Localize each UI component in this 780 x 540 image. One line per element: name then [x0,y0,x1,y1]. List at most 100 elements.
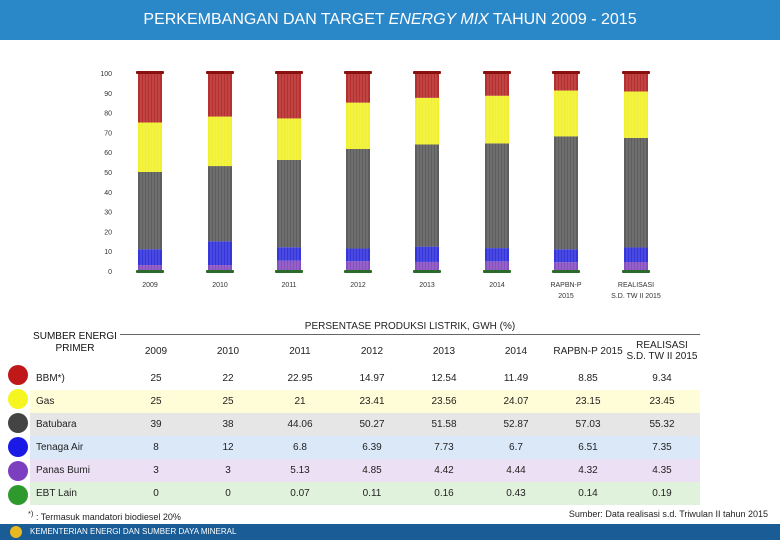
bar-cap-bottom [622,270,650,273]
table-cell: 0.07 [290,488,310,499]
table-cell: 0.43 [506,488,526,499]
table-cell: 9.34 [652,373,672,384]
table-row: Panas Bumi 3 3 5.13 4.85 4.42 4.44 4.32 4.35 [30,459,700,482]
footnote: *) : Termasuk mandatori biodiesel 20% [28,509,181,522]
x-tick-label: 2012 [350,282,366,289]
bar-segment [485,143,509,249]
bar-cap-top [275,71,303,74]
table-cell: 4.44 [506,465,526,476]
bar-segment [415,73,439,98]
y-tick-label: 10 [104,249,112,256]
bar-segment [415,144,439,247]
table-cell: 39 [150,419,162,430]
row-label: EBT Lain [36,488,77,499]
legend-dot [8,389,28,409]
row-label: Tenaga Air [36,442,84,453]
legend-dot [8,461,28,481]
x-tick-label: 2013 [419,282,435,289]
bar-segment [277,260,301,271]
table-row: Batubara 39 38 44.06 50.27 51.58 52.87 57.03 55.… [30,413,700,436]
year-header-row: 2009 2010 2011 2012 2013 2014 RAPBN-P 20… [30,335,700,368]
bar-segment [554,249,578,263]
bar-segment [138,122,162,172]
realisasi-line2: S.D. TW II 2015 [626,351,698,362]
table-cell: 0 [153,488,159,499]
bar-segment [485,73,509,96]
bar-segment [277,118,301,161]
bar-cap-bottom [552,270,580,273]
table-cell: 44.06 [287,419,313,430]
bar-segment [415,246,439,262]
x-tick-label: 2015 [558,293,574,300]
bar-segment [138,249,162,266]
table-row: EBT Lain 0 0 0.07 0.11 0.16 0.43 0.14 0.19 [30,482,700,505]
bar-segment [485,248,509,262]
table-cell: 23.56 [431,396,457,407]
bar-cap-top [136,71,164,74]
bar-segment [554,90,578,137]
table-row: BBM*) 25 22 22.95 14.97 12.54 11.49 8.85 9.34 [30,367,700,390]
bar-cap-bottom [275,270,303,273]
row-label: Panas Bumi [36,465,90,476]
table-body: BBM*) 25 22 22.95 14.97 12.54 11.49 8.85 9.34 Gas… [30,367,700,505]
bar-cap-top [413,71,441,74]
bar-segment [208,73,232,117]
table-cell: 3 [225,465,231,476]
title-prefix: PERKEMBANGAN DAN TARGET [143,11,385,28]
bar-segment [485,95,509,144]
bar-segment [624,247,648,263]
bar-segment [554,73,578,91]
legend-dot [8,437,28,457]
table-cell: 23.45 [649,396,675,407]
bar-segment [554,136,578,250]
y-tick-label: 100 [100,71,112,78]
bar-cap-bottom [136,270,164,273]
table-cell: 25 [150,373,162,384]
x-tick-label: S.D. TW II 2015 [611,293,661,300]
legend-dot [8,485,28,505]
table-cell: 4.32 [578,465,598,476]
bar-segment [346,148,370,249]
bar-segment [277,72,301,119]
row-label: BBM*) [36,373,65,384]
y-tick-label: 80 [104,111,112,118]
y-tick-label: 30 [104,210,112,217]
table-cell: 12 [222,442,234,453]
table-cell: 0 [225,488,231,499]
bar-segment [415,97,439,145]
title-italic: ENERGY MIX [388,11,489,28]
table-cell: 12.54 [431,373,457,384]
title-bar: PERKEMBANGAN DAN TARGET ENERGY MIX TAHUN… [0,0,780,40]
table-cell: 4.42 [434,465,454,476]
year-header: 2011 [289,345,311,357]
bar-segment [208,166,232,242]
x-tick-label: 2011 [281,282,296,289]
bar-segment [138,172,162,250]
bar-cap-top [622,71,650,74]
bar-segment [138,73,162,123]
table-cell: 7.35 [652,442,672,453]
table-cell: 0.14 [578,488,598,499]
table-cell: 52.87 [503,419,529,430]
bar-segment [346,102,370,149]
bar-segment [346,248,370,262]
table-cell: 0.11 [362,488,382,499]
table-cell: 24.07 [503,396,529,407]
table-cell: 14.97 [359,373,385,384]
legend-dot [8,365,28,385]
source-note: Sumber: Data realisasi s.d. Triwulan II … [568,509,768,519]
x-tick-label: RAPBN-P [550,282,581,289]
bar-segment [485,261,509,271]
data-table: SUMBER ENERGI PRIMER PERSENTASE PRODUKSI… [30,318,700,505]
x-tick-label: 2014 [489,282,505,289]
table-cell: 7.73 [434,442,454,453]
table-row: Gas 25 25 21 23.41 23.56 24.07 23.15 23.45 [30,390,700,413]
bar-segment [624,73,648,92]
table-cell: 51.58 [431,419,457,430]
bar-cap-bottom [206,270,234,273]
x-tick-label: REALISASI [618,282,654,289]
y-tick-label: 60 [104,150,112,157]
row-label: Gas [36,396,55,407]
table-cell: 5.13 [290,465,310,476]
x-tick-label: 2010 [212,282,228,289]
